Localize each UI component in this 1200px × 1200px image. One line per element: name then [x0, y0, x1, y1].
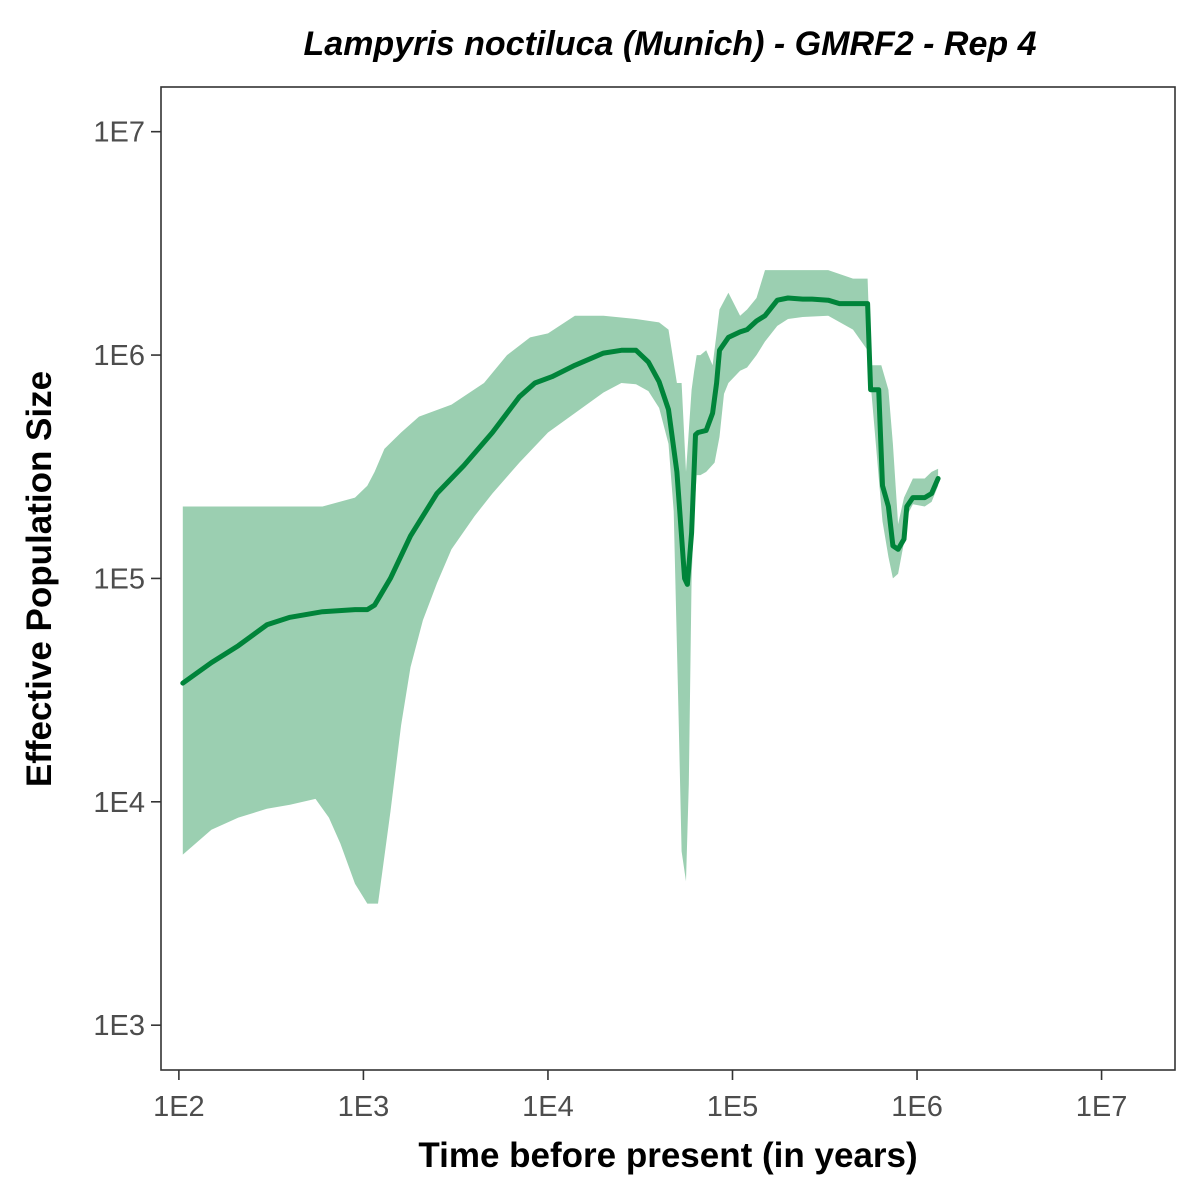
y-tick-label: 1E6: [93, 340, 145, 372]
y-axis: 1E3 1E4 1E5 1E6 1E7: [93, 117, 161, 1042]
y-tick-label: 1E5: [93, 563, 145, 595]
x-tick-label: 1E2: [153, 1091, 205, 1123]
y-axis-title: Effective Population Size: [20, 371, 59, 787]
x-tick-label: 1E4: [522, 1091, 574, 1123]
y-tick-label: 1E7: [93, 117, 145, 149]
y-tick-label: 1E4: [93, 787, 145, 819]
x-tick-label: 1E5: [707, 1091, 759, 1123]
plot-area: [160, 86, 1176, 1071]
x-axis: 1E2 1E3 1E4 1E5 1E6 1E7: [153, 1070, 1127, 1123]
x-tick-label: 1E7: [1076, 1091, 1128, 1123]
y-tick-label: 1E3: [93, 1010, 145, 1042]
x-tick-label: 1E6: [891, 1091, 943, 1123]
x-tick-label: 1E3: [338, 1091, 390, 1123]
x-axis-title: Time before present (in years): [418, 1136, 917, 1175]
median-line: [180, 295, 941, 686]
chart-title: Lampyris noctiluca (Munich) - GMRF2 - Re…: [304, 25, 1037, 63]
confidence-band: [182, 270, 939, 904]
